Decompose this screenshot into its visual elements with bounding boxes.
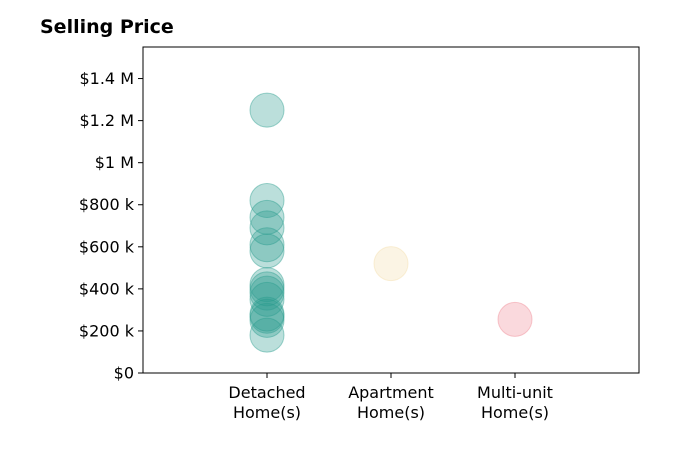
- data-point: [249, 199, 285, 235]
- data-point: [249, 271, 285, 307]
- data-point: [249, 298, 285, 334]
- data-point: [249, 281, 285, 317]
- y-tick-label: $200 k: [79, 321, 135, 340]
- y-tick-label: $600 k: [79, 237, 135, 256]
- data-point: [249, 275, 285, 311]
- x-tick-label: Home(s): [233, 403, 301, 422]
- data-point: [249, 227, 285, 263]
- data-point: [497, 301, 533, 337]
- data-point: [249, 233, 285, 269]
- y-axis: $0 $200 k $400 k $600 k $800 k $1 M $1.2 M $1.4…: [79, 69, 143, 383]
- y-tick-label: $400 k: [79, 279, 135, 298]
- x-tick-label: Detached: [228, 383, 305, 402]
- data-point: [249, 183, 285, 219]
- chart-title: Selling Price: [40, 16, 174, 38]
- y-tick-label: $1.4 M: [79, 69, 134, 88]
- data-point: [249, 296, 285, 332]
- x-tick-label: Home(s): [481, 403, 549, 422]
- x-tick-label: Apartment: [348, 383, 434, 402]
- data-point: [249, 92, 285, 128]
- plot-area-frame: [142, 46, 640, 374]
- data-point: [373, 246, 409, 282]
- data-point: [249, 302, 285, 338]
- y-tick-label: $0: [114, 364, 134, 383]
- data-point: [249, 210, 285, 246]
- y-tick-label: $800 k: [79, 195, 135, 214]
- x-tick-label: Home(s): [357, 403, 425, 422]
- y-tick-label: $1 M: [95, 153, 134, 172]
- data-point: [249, 267, 285, 303]
- x-axis: DetachedHome(s)ApartmentHome(s)Multi-uni…: [228, 373, 553, 422]
- y-tick-label: $1.2 M: [79, 111, 134, 130]
- data-points: [249, 92, 533, 353]
- x-tick-label: Multi-unit: [477, 383, 553, 402]
- data-point: [249, 317, 285, 353]
